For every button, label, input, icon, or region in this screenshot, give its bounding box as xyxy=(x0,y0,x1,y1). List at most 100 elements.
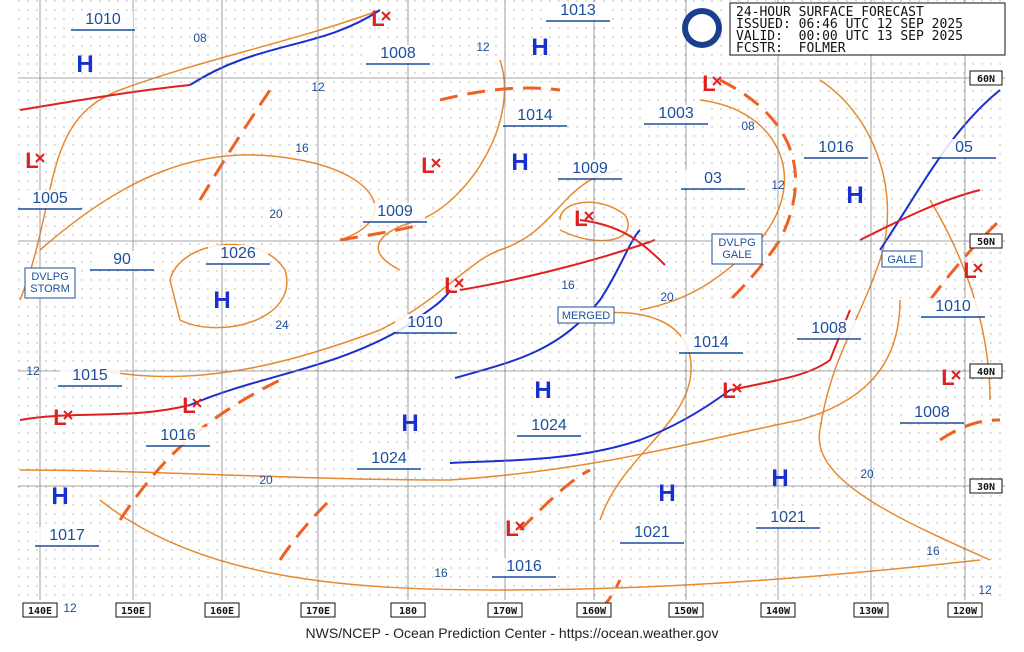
high-center: H xyxy=(213,287,230,314)
isobar-label: 12 xyxy=(26,364,40,378)
isobars xyxy=(19,9,991,591)
isobar-label: 08 xyxy=(193,31,207,45)
lon-label-box xyxy=(115,602,151,618)
low-x xyxy=(454,278,464,288)
lon-label: 140W xyxy=(766,606,791,617)
low-center: L xyxy=(182,393,195,418)
pressure-label: 1009 xyxy=(572,160,608,177)
low-x xyxy=(381,11,391,21)
pressure-label: 1026 xyxy=(220,245,256,262)
isobar-label: 16 xyxy=(434,566,448,580)
low-x xyxy=(192,398,202,408)
low-x xyxy=(732,383,742,393)
low-x xyxy=(515,521,525,531)
low-x xyxy=(63,410,73,420)
pressure-label: 1010 xyxy=(935,298,971,315)
pressure-label: 1003 xyxy=(658,105,694,122)
fronts xyxy=(19,9,1002,612)
pressure-label: 1016 xyxy=(160,427,196,444)
low-center: L xyxy=(963,258,976,283)
pressure-label: 1014 xyxy=(693,334,729,351)
pressure-label-bg xyxy=(519,417,579,435)
low-center: L xyxy=(25,148,38,173)
high-center: H xyxy=(658,480,675,507)
pressure-label-bg xyxy=(359,450,419,468)
pressure-label-bg xyxy=(758,509,818,527)
lat-lon-grid: 140E 150E 160E 170E 180 170W 160W 150W 140W 130W 1… xyxy=(18,0,1005,618)
lon-label: 120W xyxy=(953,606,978,617)
lat-label: 40N xyxy=(977,367,995,378)
pressure-label: 1013 xyxy=(560,2,596,19)
lon-label: 160E xyxy=(210,606,234,617)
annotation: DVLPG STORM xyxy=(30,271,70,295)
pressure-label-bg xyxy=(208,245,268,263)
low-x xyxy=(584,211,594,221)
isobar-label: 16 xyxy=(295,141,309,155)
pressure-label-bg xyxy=(92,251,152,269)
pressure-label-bg xyxy=(806,139,866,157)
high-center: H xyxy=(51,483,68,510)
pressure-label-bg xyxy=(683,170,743,188)
lon-label: 170E xyxy=(306,606,330,617)
annotation: MERGED xyxy=(562,310,610,322)
isobar-label: 20 xyxy=(259,473,273,487)
pressure-label-bg xyxy=(73,11,133,29)
pressure-label: 1024 xyxy=(371,450,407,467)
low-x xyxy=(973,263,983,273)
pressure-label-bg xyxy=(494,558,554,576)
low-x xyxy=(712,76,722,86)
low-center: L xyxy=(53,405,66,430)
pressure-label-bg xyxy=(148,427,208,445)
isobar-label: 16 xyxy=(561,278,575,292)
labels: 1010 1013 1008 1014 1003 1016 05 1009 03 1005 1009… xyxy=(18,2,996,615)
pressure-label: 1010 xyxy=(407,314,443,331)
high-center: H xyxy=(846,182,863,209)
annotation: DVLPG GALE xyxy=(718,237,755,261)
pressure-label: 1009 xyxy=(377,203,413,220)
annotation-box xyxy=(557,306,615,324)
isobar-label: 24 xyxy=(275,318,289,332)
annotation-box xyxy=(711,233,763,265)
pressure-label-bg xyxy=(548,2,608,20)
lat-label: 30N xyxy=(977,482,995,493)
pressure-label-bg xyxy=(934,139,994,157)
pressure-label-bg xyxy=(799,320,859,338)
low-center: L xyxy=(702,71,715,96)
footer: NWS/NCEP - Ocean Prediction Center - htt… xyxy=(306,625,719,641)
isobar-label: 08 xyxy=(741,119,755,133)
pressure-label: 1017 xyxy=(49,527,85,544)
lat-label: 50N xyxy=(977,237,995,248)
lon-label-box xyxy=(760,602,796,618)
pressure-label: 1014 xyxy=(517,107,553,124)
pressure-label-bg xyxy=(560,160,620,178)
low-center: L xyxy=(371,6,384,31)
lon-label-box xyxy=(300,602,336,618)
low-x xyxy=(431,158,441,168)
low-x xyxy=(35,153,45,163)
pressure-label: 1008 xyxy=(914,404,950,421)
pressure-label: 1008 xyxy=(811,320,847,337)
high-center: H xyxy=(534,377,551,404)
pressure-label: 1010 xyxy=(85,11,121,28)
noaa-logo-inner xyxy=(688,14,716,42)
header-line: VALID: 00:00 UTC 13 SEP 2025 xyxy=(736,29,963,44)
isobar-label: 12 xyxy=(978,583,992,597)
lat-label-box xyxy=(969,478,1003,494)
isobar-label: 12 xyxy=(63,601,77,615)
lat-label-box xyxy=(969,70,1003,86)
low-center: L xyxy=(722,378,735,403)
isobar-label: 16 xyxy=(926,544,940,558)
pressure-label-bg xyxy=(681,334,741,352)
pressure-label: 1008 xyxy=(380,45,416,62)
lon-label-box xyxy=(853,602,889,618)
pressure-label: 1015 xyxy=(72,367,108,384)
isobar-label: 20 xyxy=(269,207,283,221)
low-center: L xyxy=(574,206,587,231)
annotation: GALE xyxy=(887,254,916,266)
header-line: 24-HOUR SURFACE FORECAST xyxy=(736,5,924,20)
low-center: L xyxy=(444,273,457,298)
header-box xyxy=(729,2,1006,56)
isobar-label: 20 xyxy=(660,290,674,304)
pressure-label-bg xyxy=(37,527,97,545)
pressure-label: 1021 xyxy=(634,524,670,541)
